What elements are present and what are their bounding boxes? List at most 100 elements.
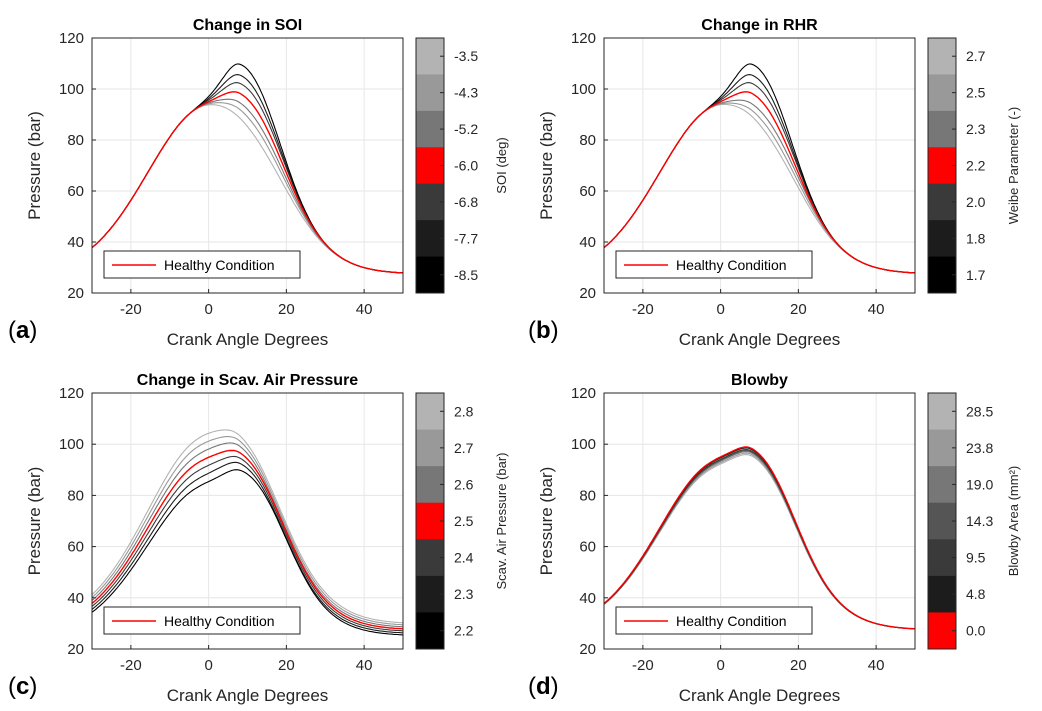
- y-tick-label: 20: [67, 285, 84, 302]
- colorbar-tick-label: 2.7: [966, 48, 986, 64]
- x-tick-label: 0: [204, 301, 212, 318]
- colorbar-segment: [416, 393, 444, 431]
- panel-label: (b): [528, 317, 559, 344]
- y-tick-label: 100: [571, 81, 596, 98]
- x-tick-label: 0: [716, 657, 724, 674]
- colorbar-tick-label: -6.8: [454, 194, 478, 210]
- plot-area: [92, 393, 403, 649]
- series-line-2.2: [92, 469, 403, 636]
- colorbar-tick-label: 19.0: [966, 476, 993, 492]
- colorbar-segment: [416, 466, 444, 504]
- chart-panel-a: -20 0 20 40 20 40 60 80 100 120 Change in SOI Crank…: [8, 17, 509, 349]
- y-tick-label: 80: [67, 132, 84, 149]
- x-tick-label: 20: [278, 657, 295, 674]
- y-tick-label: 60: [67, 539, 84, 556]
- colorbar-segment: [928, 110, 956, 148]
- panel-label: (a): [8, 317, 37, 344]
- panel-label: (c): [8, 673, 37, 700]
- colorbar-segment: [928, 220, 956, 258]
- colorbar-segment: [416, 539, 444, 577]
- y-tick-label: 80: [579, 487, 596, 504]
- x-axis-label: Crank Angle Degrees: [167, 686, 329, 705]
- chart-title: Change in Scav. Air Pressure: [137, 372, 359, 389]
- colorbar-segment: [928, 147, 956, 185]
- x-tick-label: -20: [120, 657, 142, 674]
- colorbar-tick-label: 2.5: [454, 513, 474, 529]
- y-tick-label: 20: [67, 641, 84, 658]
- y-tick-label: 40: [579, 590, 596, 607]
- colorbar-tick-label: -4.3: [454, 85, 478, 101]
- colorbar-segment: [928, 256, 956, 294]
- colorbar-label: Weibe Parameter (-): [1006, 107, 1021, 225]
- colorbar-tick-label: 2.2: [966, 158, 986, 174]
- y-tick-label: 20: [579, 641, 596, 658]
- chart-panel-c: -20 0 20 40 20 40 60 80 100 120 Change in Scav. Ai…: [8, 372, 509, 705]
- y-tick-label: 120: [59, 385, 84, 402]
- colorbar-segment: [416, 38, 444, 75]
- colorbar: -3.5 -4.3 -5.2 -6.0 -6.8 -7.7 -8.5 SOI (deg): [415, 37, 509, 294]
- colorbar-tick-label: 2.6: [454, 476, 474, 492]
- y-tick-label: 20: [579, 285, 596, 302]
- plot-area: [604, 393, 915, 649]
- colorbar-label: Blowby Area (mm²): [1006, 466, 1021, 577]
- x-tick-label: 20: [278, 301, 295, 318]
- chart-panel-b: -20 0 20 40 20 40 60 80 100 120 Change in RHR Crank…: [528, 17, 1021, 349]
- x-tick-label: 40: [356, 657, 373, 674]
- axes-box: [603, 37, 916, 294]
- colorbar-segment: [416, 147, 444, 185]
- x-tick-label: 40: [868, 657, 885, 674]
- colorbar-tick-label: 2.4: [454, 550, 474, 566]
- x-tick-label: 0: [204, 657, 212, 674]
- legend-entry: Healthy Condition: [676, 257, 787, 273]
- legend: Healthy Condition: [103, 250, 301, 279]
- x-tick-label: -20: [632, 301, 654, 318]
- colorbar-label: SOI (deg): [494, 137, 509, 193]
- axes-box: [91, 392, 404, 650]
- legend: Healthy Condition: [615, 250, 813, 279]
- x-tick-label: -20: [632, 657, 654, 674]
- series-line-2.8: [92, 429, 403, 624]
- y-tick-label: 80: [579, 132, 596, 149]
- colorbar-segment: [416, 575, 444, 613]
- axes-box: [91, 37, 404, 294]
- x-tick-label: 20: [790, 301, 807, 318]
- colorbar-segment: [928, 539, 956, 577]
- x-tick-label: 40: [868, 301, 885, 318]
- series-line-2.3: [92, 461, 403, 634]
- colorbar: 2.8 2.7 2.6 2.5 2.4 2.3 2.2 Scav. Air Pressure …: [415, 392, 509, 650]
- colorbar-segment: [928, 183, 956, 221]
- y-axis-label: Pressure (bar): [537, 111, 556, 220]
- colorbar-tick-label: -8.5: [454, 267, 478, 283]
- legend-entry: Healthy Condition: [676, 613, 787, 629]
- legend: Healthy Condition: [615, 606, 813, 635]
- chart-title: Change in SOI: [193, 17, 302, 34]
- colorbar-tick-label: 0.0: [966, 623, 986, 639]
- x-axis-label: Crank Angle Degrees: [167, 330, 329, 349]
- series-line-0.0: [604, 446, 915, 630]
- colorbar-tick-label: 2.5: [966, 85, 986, 101]
- colorbar-segment: [416, 502, 444, 540]
- colorbar-tick-label: 2.3: [966, 121, 986, 137]
- colorbar-segment: [928, 466, 956, 504]
- series-line-2.2: [604, 91, 915, 274]
- colorbar-tick-label: 1.8: [966, 230, 986, 246]
- colorbar-tick-label: 2.7: [454, 440, 474, 456]
- x-tick-label: 40: [356, 301, 373, 318]
- y-tick-label: 40: [67, 590, 84, 607]
- colorbar-segment: [928, 38, 956, 75]
- colorbar-tick-label: 4.8: [966, 586, 986, 602]
- colorbar-segment: [928, 429, 956, 467]
- series-line--6.0: [92, 91, 403, 274]
- y-axis-label: Pressure (bar): [25, 111, 44, 220]
- colorbar-tick-label: 14.3: [966, 513, 993, 529]
- panel-label: (d): [528, 673, 559, 700]
- chart-panel-d: -20 0 20 40 20 40 60 80 100 120 Blowby Crank Angle …: [528, 372, 1021, 705]
- colorbar-tick-label: 23.8: [966, 440, 993, 456]
- colorbar-segment: [416, 74, 444, 112]
- colorbar-segment: [416, 110, 444, 148]
- y-axis-label: Pressure (bar): [537, 467, 556, 576]
- chart-title: Blowby: [731, 372, 788, 389]
- series-line-2.7: [92, 436, 403, 626]
- colorbar: 28.5 23.8 19.0 14.3 9.5 4.8 0.0 Blowby Area (mm…: [927, 392, 1021, 650]
